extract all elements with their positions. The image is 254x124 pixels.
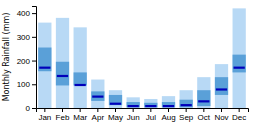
- tick-label: 400: [17, 9, 31, 18]
- tick-label: Dec: [232, 113, 246, 122]
- range-bar: [144, 103, 157, 108]
- tick-mark: [97, 108, 98, 112]
- tick: May: [108, 108, 123, 122]
- tick: Jun: [127, 108, 140, 122]
- tick-mark: [32, 37, 36, 38]
- tick-label: Aug: [161, 113, 175, 122]
- range-bar: [38, 48, 51, 72]
- tick: Sep: [179, 108, 194, 122]
- series: [39, 68, 245, 106]
- tick-mark: [239, 108, 240, 112]
- tick: 300: [17, 33, 36, 42]
- tick: Aug: [161, 108, 175, 122]
- tick-mark: [203, 108, 204, 112]
- range-bar: [144, 99, 157, 108]
- tick-label: Feb: [56, 113, 70, 122]
- tick-mark: [32, 61, 36, 62]
- median-line: [75, 84, 86, 86]
- tick: Jul: [146, 108, 156, 122]
- tick: 400: [17, 9, 36, 18]
- median-line: [92, 96, 103, 98]
- range-bar: [215, 77, 228, 95]
- tick: Apr: [92, 108, 105, 122]
- range-bar: [56, 18, 69, 108]
- tick-mark: [150, 108, 151, 112]
- tick-label: Jun: [127, 113, 140, 122]
- tick: Mar: [73, 108, 87, 122]
- tick-label: Sep: [179, 113, 194, 122]
- tick-label: Jul: [146, 113, 156, 122]
- range-bar: [109, 95, 122, 105]
- y-axis: 0 100 200 300 400: [17, 7, 37, 114]
- x-axis: Jan FebMar AprMay Jun Jul Aug Sep OctNov Dec: [37, 108, 249, 122]
- tick: 0: [26, 104, 36, 113]
- range-bar: [56, 62, 69, 86]
- median-line: [128, 105, 139, 107]
- tick: 200: [17, 57, 36, 66]
- tick-mark: [44, 108, 45, 112]
- range-bar: [109, 90, 122, 108]
- range-bar: [127, 102, 140, 107]
- tick: Oct: [198, 108, 211, 122]
- tick-label: 100: [17, 80, 31, 89]
- tick-label: 300: [17, 33, 31, 42]
- series: [38, 8, 246, 108]
- range-bar: [180, 100, 193, 108]
- tick-label: Jan: [38, 113, 51, 122]
- plot: 0 100 200 300 400 Jan FebMar AprMay Jun Jul Aug Sep…: [17, 7, 249, 122]
- tick-mark: [133, 108, 134, 112]
- tick-mark: [32, 108, 36, 109]
- tick: Feb: [56, 108, 70, 122]
- median-line: [216, 88, 227, 90]
- median-line: [110, 103, 121, 105]
- range-bar: [197, 77, 210, 108]
- tick-mark: [32, 84, 36, 85]
- tick-label: 200: [17, 57, 31, 66]
- tick-mark: [115, 108, 116, 112]
- tick-label: 0: [26, 104, 31, 113]
- range-bar: [197, 90, 210, 106]
- tick-mark: [186, 108, 187, 112]
- range-bar: [162, 102, 175, 107]
- tick-mark: [168, 108, 169, 112]
- range-bar: [162, 96, 175, 108]
- tick-label: Oct: [198, 113, 211, 122]
- tick-label: Apr: [92, 113, 105, 122]
- tick-mark: [32, 13, 36, 14]
- tick-mark: [62, 108, 63, 112]
- y-axis-title: Monthly Rainfall (mm): [2, 13, 11, 102]
- median-line: [234, 67, 245, 69]
- tick-label: May: [108, 113, 123, 122]
- range-bar: [233, 8, 246, 108]
- marks: [38, 8, 246, 108]
- median-line: [145, 105, 156, 107]
- tick-mark: [221, 108, 222, 112]
- median-line: [198, 100, 209, 102]
- range-bar: [38, 23, 51, 108]
- median-line: [181, 104, 192, 106]
- range-bar: [74, 27, 87, 108]
- median-line: [39, 67, 50, 69]
- range-bar: [91, 91, 104, 100]
- series: [38, 48, 246, 108]
- tick-label: Nov: [214, 113, 228, 122]
- chart: 0 100 200 300 400 Jan FebMar AprMay Jun Jul Aug Sep…: [0, 0, 254, 124]
- range-bar: [180, 90, 193, 108]
- range-bar: [127, 97, 140, 108]
- axis-line: [37, 109, 249, 113]
- tick: Nov: [214, 108, 228, 122]
- range-bar: [215, 64, 228, 108]
- range-bar: [233, 55, 246, 73]
- range-bar: [91, 80, 104, 108]
- tick-label: Mar: [73, 113, 87, 122]
- median-line: [163, 105, 174, 107]
- tick: 100: [17, 80, 36, 89]
- tick: Dec: [232, 108, 246, 122]
- median-line: [57, 75, 68, 77]
- axis-line: [32, 7, 37, 109]
- range-bar: [74, 72, 87, 85]
- tick-mark: [80, 108, 81, 112]
- tick: Jan: [38, 108, 51, 122]
